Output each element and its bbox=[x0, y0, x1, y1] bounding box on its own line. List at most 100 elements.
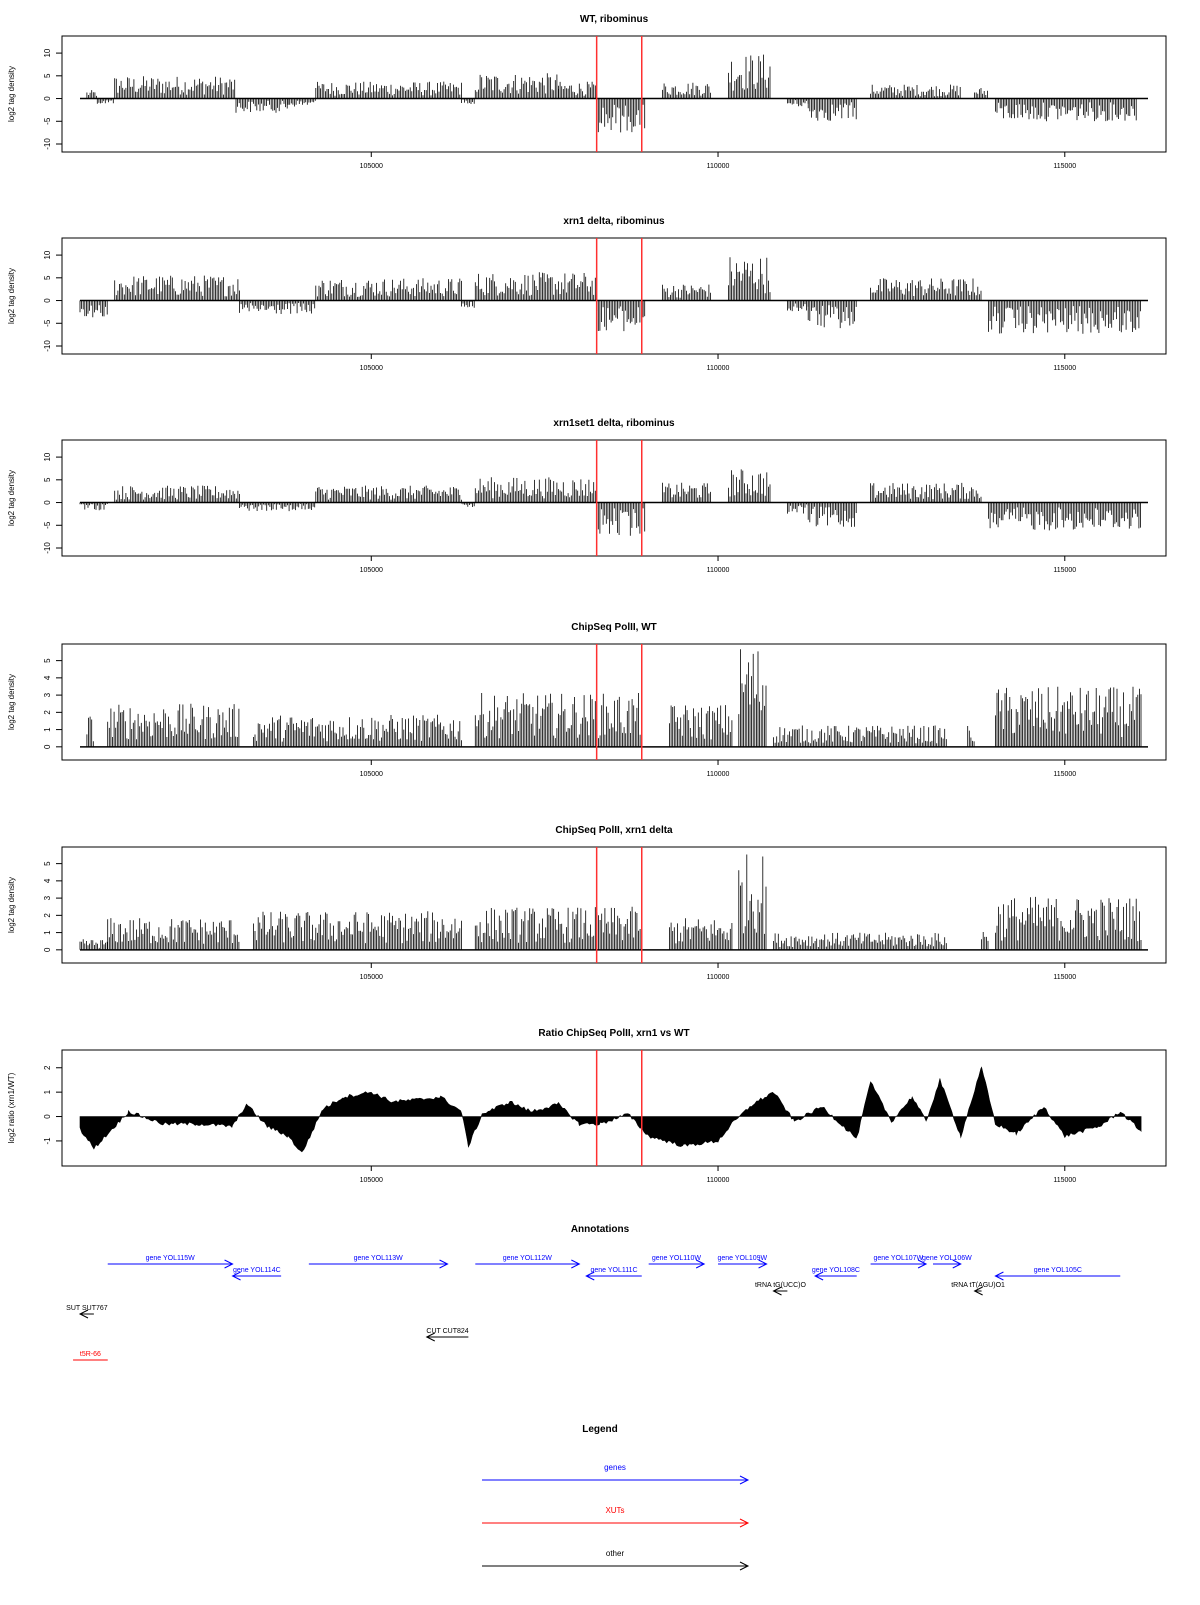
panel-3: xrn1set1 delta, ribominus log2 tag densit… bbox=[7, 418, 1167, 574]
feature-label: gene YOL115W bbox=[146, 1255, 196, 1262]
signal-region bbox=[738, 649, 767, 747]
x-tick-label: 115000 bbox=[1053, 1177, 1076, 1184]
arrow-left-icon bbox=[231, 1271, 241, 1281]
y-tick-label: 5 bbox=[43, 861, 52, 866]
signal-region bbox=[474, 477, 596, 503]
annotation-feature: t5R-66 bbox=[73, 1351, 108, 1361]
annotation-feature: gene YOL107W bbox=[870, 1255, 928, 1269]
y-tick-label: 0 bbox=[43, 298, 52, 303]
signal-region bbox=[787, 502, 809, 514]
x-tick-label: 115000 bbox=[1053, 771, 1076, 778]
signal-region bbox=[988, 502, 1141, 531]
signal-region bbox=[315, 485, 462, 503]
signal-region bbox=[662, 284, 711, 301]
signal-region bbox=[787, 300, 809, 312]
arrow-right-icon bbox=[439, 1259, 449, 1269]
signal-region bbox=[995, 896, 1142, 950]
legend-label: XUTs bbox=[605, 1506, 624, 1515]
panel-title: xrn1 delta, ribominus bbox=[563, 216, 665, 227]
signal-regions bbox=[79, 469, 1141, 536]
panel-6: Ratio ChipSeq PolII, xrn1 vs WT log2 rati… bbox=[7, 1028, 1167, 1184]
plot-frame bbox=[61, 237, 1167, 355]
annotations-title: Annotations bbox=[571, 1224, 630, 1235]
y-axis-label: log2 ratio (xrn1/WT) bbox=[7, 1072, 16, 1143]
annotation-feature: gene YOL113W bbox=[308, 1255, 449, 1269]
legend: Legend genes XUTs other bbox=[482, 1424, 750, 1571]
signal-region bbox=[662, 82, 711, 99]
signal-region bbox=[114, 76, 236, 99]
y-tick-label: 0 bbox=[43, 744, 52, 749]
signal-region bbox=[728, 257, 771, 301]
signal-region bbox=[995, 686, 1142, 747]
y-tick-label: -5 bbox=[43, 117, 52, 125]
signal-region bbox=[474, 693, 643, 747]
arrow-right-icon bbox=[917, 1259, 928, 1269]
feature-label: gene YOL108C bbox=[812, 1267, 860, 1274]
feature-label: CUT CUT824 bbox=[426, 1328, 468, 1335]
x-tick-label: 105000 bbox=[360, 365, 383, 372]
y-tick-label: 3 bbox=[43, 692, 52, 697]
signal-region bbox=[787, 98, 809, 107]
plot-frame bbox=[61, 35, 1167, 153]
signal-region bbox=[974, 88, 988, 99]
signal-region bbox=[79, 939, 108, 950]
annotation-feature: gene YOL105C bbox=[994, 1267, 1121, 1281]
signal-region bbox=[253, 911, 462, 950]
arrow-left-icon bbox=[425, 1332, 435, 1342]
signal-region bbox=[107, 918, 240, 950]
annotation-feature: gene YOL110W bbox=[648, 1255, 706, 1269]
signal-region bbox=[596, 502, 646, 536]
feature-label: gene YOL110W bbox=[652, 1255, 702, 1262]
arrow-right-icon bbox=[695, 1259, 706, 1269]
arrow-right-icon bbox=[739, 1475, 750, 1485]
y-tick-label: -5 bbox=[43, 521, 52, 529]
legend-label: genes bbox=[604, 1463, 626, 1472]
y-tick-label: -10 bbox=[43, 542, 52, 554]
annotation-features: gene YOL115W gene YOL114C gene YOL113W gene… bbox=[66, 1255, 1121, 1361]
x-tick-label: 110000 bbox=[707, 771, 730, 778]
y-tick-label: 5 bbox=[43, 658, 52, 663]
panel-title: WT, ribominus bbox=[580, 14, 649, 25]
signal-region bbox=[474, 73, 559, 99]
x-tick-label: 105000 bbox=[360, 771, 383, 778]
panel-4: ChipSeq PolII, WT log2 tag density 0 1 2 3 4 5 1… bbox=[7, 622, 1167, 778]
x-tick-label: 115000 bbox=[1053, 163, 1076, 170]
y-tick-label: 5 bbox=[43, 275, 52, 280]
plot-frame bbox=[61, 643, 1167, 761]
signal-region bbox=[253, 714, 462, 747]
arrow-right-icon bbox=[739, 1561, 750, 1571]
arrow-right-icon bbox=[224, 1259, 234, 1269]
signal-region bbox=[669, 918, 733, 950]
y-tick-label: 10 bbox=[43, 250, 52, 259]
feature-label: gene YOL114C bbox=[233, 1267, 281, 1274]
signal-region bbox=[461, 98, 475, 104]
signal-region bbox=[662, 482, 711, 503]
signal-region bbox=[773, 725, 947, 747]
panel-title: xrn1set1 delta, ribominus bbox=[553, 418, 675, 429]
feature-label: gene YOL113W bbox=[354, 1255, 404, 1262]
signal-region bbox=[86, 716, 94, 747]
signal-regions bbox=[79, 854, 1142, 950]
x-tick-label: 110000 bbox=[707, 567, 730, 574]
signal-region bbox=[114, 275, 240, 301]
annotation-feature: CUT CUT824 bbox=[425, 1328, 469, 1342]
annotation-feature: gene YOL111C bbox=[585, 1267, 642, 1281]
y-tick-label: 4 bbox=[43, 878, 52, 883]
signal-region bbox=[738, 854, 767, 950]
y-axis-label: log2 tag density bbox=[7, 66, 16, 122]
signal-regions bbox=[86, 54, 1137, 133]
arrow-right-icon bbox=[739, 1518, 750, 1528]
x-tick-label: 105000 bbox=[360, 567, 383, 574]
y-tick-label: 2 bbox=[43, 1065, 52, 1070]
arrow-left-icon bbox=[994, 1271, 1004, 1281]
feature-label: gene YOL112W bbox=[503, 1255, 553, 1262]
signal-region bbox=[315, 278, 462, 301]
annotation-feature: gene YOL109W bbox=[717, 1255, 768, 1269]
y-axis-label: log2 tag density bbox=[7, 470, 16, 526]
annotation-feature: gene YOL115W bbox=[107, 1255, 234, 1269]
signal-region bbox=[596, 300, 646, 332]
x-tick-label: 115000 bbox=[1053, 567, 1076, 574]
